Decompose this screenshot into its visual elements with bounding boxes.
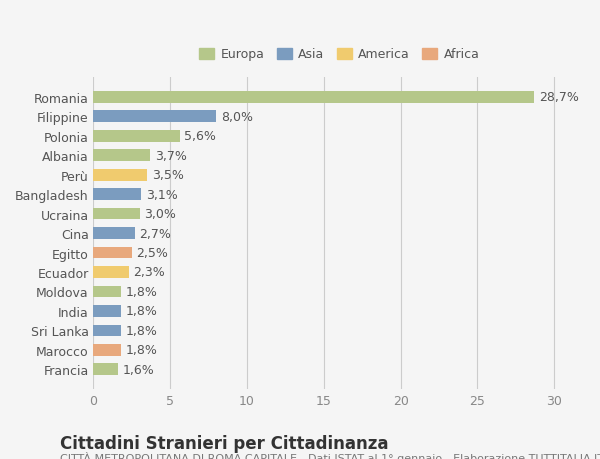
Text: 3,1%: 3,1% bbox=[146, 188, 178, 201]
Text: 28,7%: 28,7% bbox=[539, 91, 579, 104]
Bar bbox=[94, 92, 535, 103]
Text: Cittadini Stranieri per Cittadinanza: Cittadini Stranieri per Cittadinanza bbox=[60, 434, 389, 452]
Text: 5,6%: 5,6% bbox=[184, 130, 216, 143]
Text: 1,6%: 1,6% bbox=[122, 363, 154, 376]
Text: 1,8%: 1,8% bbox=[126, 305, 158, 318]
Text: 2,3%: 2,3% bbox=[133, 266, 165, 279]
Text: 8,0%: 8,0% bbox=[221, 111, 253, 123]
Bar bbox=[94, 111, 217, 123]
Text: 2,7%: 2,7% bbox=[140, 227, 172, 240]
Bar bbox=[94, 208, 140, 220]
Bar bbox=[94, 325, 121, 336]
Text: 1,8%: 1,8% bbox=[126, 344, 158, 357]
Bar bbox=[94, 267, 129, 278]
Bar bbox=[94, 364, 118, 375]
Bar bbox=[94, 286, 121, 297]
Legend: Europa, Asia, America, Africa: Europa, Asia, America, Africa bbox=[194, 43, 484, 66]
Text: 3,5%: 3,5% bbox=[152, 169, 184, 182]
Text: 3,7%: 3,7% bbox=[155, 149, 187, 162]
Text: CITTÀ METROPOLITANA DI ROMA CAPITALE - Dati ISTAT al 1° gennaio - Elaborazione T: CITTÀ METROPOLITANA DI ROMA CAPITALE - D… bbox=[60, 451, 600, 459]
Text: 1,8%: 1,8% bbox=[126, 324, 158, 337]
Bar bbox=[94, 131, 179, 142]
Text: 1,8%: 1,8% bbox=[126, 285, 158, 298]
Bar bbox=[94, 344, 121, 356]
Bar bbox=[94, 169, 147, 181]
Bar bbox=[94, 189, 141, 201]
Bar bbox=[94, 228, 135, 240]
Text: 3,0%: 3,0% bbox=[144, 207, 176, 221]
Bar bbox=[94, 150, 151, 162]
Text: 2,5%: 2,5% bbox=[136, 246, 169, 259]
Bar bbox=[94, 247, 132, 259]
Bar bbox=[94, 305, 121, 317]
